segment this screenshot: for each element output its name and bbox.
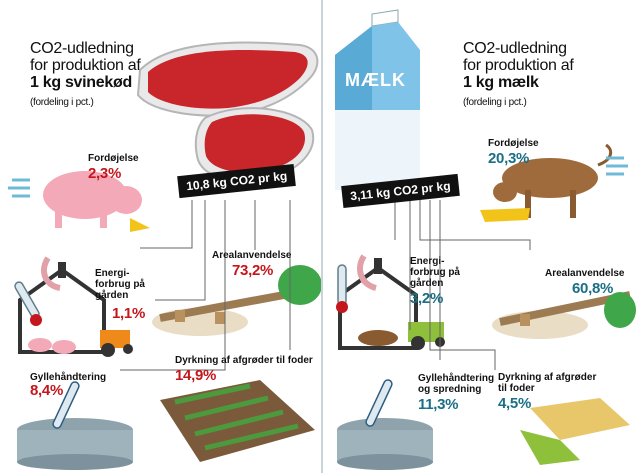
carton-label: MÆLK — [345, 70, 406, 90]
tractor-icon-right — [408, 322, 445, 350]
crop-field-icon-right — [520, 398, 630, 465]
panel-divider — [321, 0, 323, 473]
fodder-icon — [480, 208, 530, 222]
subtitle-milk: (fordeling i pct.) — [463, 97, 527, 108]
deforestation-icon — [152, 265, 322, 336]
label-milk-crops: Dyrkning af afgrøder til foder — [498, 372, 597, 394]
tractor-icon — [100, 330, 133, 357]
title-pork: CO2-udledning for produktion af 1 kg svi… — [30, 40, 141, 109]
value-milk-digestion: 20,3% — [488, 150, 530, 167]
label-milk-manure: Gyllehåndtering og spredning — [418, 373, 495, 395]
value-pork-digestion: 2,3% — [88, 165, 121, 182]
label-milk-digestion: Fordøjelse — [488, 138, 539, 149]
crop-field-icon — [160, 380, 315, 462]
label-pork-digestion: Fordøjelse — [88, 153, 139, 164]
manure-tank-icon-right — [337, 379, 433, 470]
connector-lines-right — [394, 200, 531, 370]
thermometer-icon — [14, 281, 42, 326]
label-pork-manure: Gyllehåndtering — [30, 372, 107, 383]
label-milk-energy: Energi- forbrug på gården — [410, 256, 460, 289]
deforestation-icon-right — [492, 291, 636, 339]
title-milk-line2: for produktion af — [463, 57, 574, 74]
title-pork-line1: CO2-udledning — [30, 40, 134, 57]
value-milk-manure: 11,3% — [418, 396, 459, 413]
value-pork-crops: 14,9% — [175, 367, 217, 384]
title-milk-line3: 1 kg mælk — [463, 74, 539, 91]
label-pork-crops: Dyrkning af afgrøder til foder — [175, 355, 313, 366]
connector-lines-left — [120, 200, 291, 371]
title-pork-line2: for produktion af — [30, 57, 141, 74]
title-pork-line3: 1 kg svinekød — [30, 74, 132, 91]
title-milk: CO2-udledning for produktion af 1 kg mæl… — [463, 40, 574, 109]
milk-carton-icon — [335, 9, 420, 190]
barn-icon-right — [338, 254, 418, 350]
label-pork-energy: Energi- forbrug på gården — [95, 268, 145, 301]
manure-tank-icon — [17, 381, 133, 470]
steak-icon — [136, 41, 319, 183]
cow-icon — [493, 143, 628, 218]
value-milk-land-use: 60,8% — [572, 280, 614, 297]
value-milk-crops: 4,5% — [498, 395, 531, 412]
barn-icon — [18, 256, 106, 354]
thermometer-icon-right — [336, 264, 348, 313]
value-pork-manure: 8,4% — [30, 382, 63, 399]
value-pork-land-use: 73,2% — [232, 262, 274, 279]
value-pork-energy: 1,1% — [112, 305, 145, 322]
subtitle-pork: (fordeling i pct.) — [30, 97, 94, 108]
label-milk-land-use: Arealanvendelse — [545, 268, 625, 279]
pig-icon — [8, 171, 150, 232]
value-milk-energy: 3,2% — [410, 290, 443, 307]
title-milk-line1: CO2-udledning — [463, 40, 567, 57]
label-pork-land-use: Arealanvendelse — [212, 250, 292, 261]
